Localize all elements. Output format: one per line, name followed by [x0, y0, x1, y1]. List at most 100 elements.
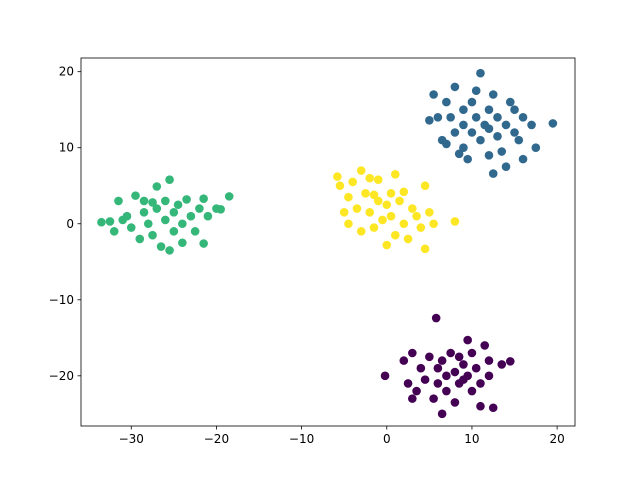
x-tick-label: 10 [464, 432, 479, 446]
scatter-point [369, 223, 379, 232]
scatter-point [365, 208, 375, 217]
scatter-point [488, 403, 498, 413]
scatter-point [339, 208, 349, 217]
scatter-point [471, 363, 481, 373]
scatter-point [199, 239, 208, 248]
scatter-point [425, 208, 434, 217]
scatter-point [348, 177, 358, 187]
scatter-point [488, 169, 498, 178]
scatter-point [373, 175, 383, 184]
scatter-point [169, 208, 179, 217]
scatter-point [467, 97, 477, 107]
scatter-point [416, 223, 426, 232]
x-tick-label: 0 [383, 432, 391, 446]
scatter-point [195, 204, 204, 213]
scatter-point [505, 97, 515, 107]
scatter-point [442, 97, 451, 107]
scatter-point [437, 356, 447, 365]
scatter-point [333, 172, 342, 181]
scatter-point [493, 113, 502, 122]
scatter-point [425, 352, 434, 362]
scatter-point [450, 367, 460, 377]
scatter-point [105, 217, 115, 226]
scatter-point [399, 356, 409, 365]
scatter-point [412, 386, 421, 396]
scatter-point [484, 151, 494, 160]
scatter-point [450, 217, 460, 226]
scatter-point [395, 196, 404, 206]
scatter-point [514, 135, 524, 145]
scatter-point [467, 348, 477, 358]
scatter-point [420, 375, 430, 384]
scatter-point [431, 313, 441, 323]
scatter-point [344, 192, 353, 202]
y-tick-label: 10 [59, 141, 74, 155]
y-tick-label: 20 [59, 65, 74, 79]
scatter-point [165, 175, 174, 184]
scatter-point [390, 230, 400, 240]
scatter-point [467, 128, 477, 137]
y-tick-label: −10 [49, 293, 74, 307]
scatter-point [399, 219, 409, 229]
scatter-point [510, 105, 519, 115]
y-tick-label: −20 [49, 369, 74, 383]
scatter-point [518, 154, 528, 164]
scatter-point [476, 135, 485, 145]
scatter-point [216, 205, 225, 214]
scatter-point [361, 189, 370, 198]
scatter-point [122, 211, 132, 221]
scatter-point [446, 113, 455, 122]
scatter-point [493, 132, 502, 141]
scatter-point [173, 200, 183, 210]
scatter-point [378, 215, 387, 225]
scatter-point [450, 128, 460, 137]
scatter-point [484, 124, 494, 134]
scatter-point [497, 147, 507, 156]
scatter-point [109, 227, 119, 236]
scatter-point [459, 360, 468, 369]
scatter-point [403, 379, 413, 388]
scatter-point [386, 211, 396, 221]
scatter-point [480, 341, 490, 350]
scatter-point [459, 143, 468, 153]
scatter-point [416, 363, 426, 373]
scatter-point [403, 234, 413, 244]
y-tick-label: 0 [66, 217, 74, 231]
scatter-point [114, 196, 123, 206]
scatter-point [182, 195, 191, 204]
scatter-point [169, 227, 179, 236]
scatter-point [510, 128, 519, 137]
scatter-point [178, 238, 187, 248]
scatter-point [429, 90, 438, 99]
scatter-point [139, 196, 149, 206]
scatter-point [420, 244, 430, 254]
scatter-point [476, 379, 485, 388]
scatter-point [161, 196, 170, 206]
scatter-point [143, 219, 153, 229]
scatter-point [126, 223, 136, 232]
scatter-point [408, 204, 417, 213]
scatter-point [380, 371, 390, 381]
scatter-point [463, 154, 472, 164]
scatter-point [186, 211, 196, 221]
scatter-point [344, 219, 353, 229]
scatter-point [433, 379, 443, 388]
scatter-point [165, 246, 174, 255]
scatter-point [454, 352, 464, 362]
scatter-point [390, 170, 400, 179]
scatter-point [97, 217, 106, 227]
scatter-point [382, 200, 392, 210]
scatter-point [476, 401, 485, 411]
scatter-point [412, 211, 421, 221]
scatter-point [148, 198, 157, 207]
scatter-point [386, 189, 396, 198]
scatter-point [471, 113, 481, 122]
scatter-point [454, 149, 464, 159]
x-tick-label: −20 [204, 432, 229, 446]
x-tick-label: −30 [119, 432, 144, 446]
scatter-point [152, 182, 162, 191]
scatter-point [476, 68, 485, 78]
scatter-point [135, 234, 145, 244]
scatter-point [548, 119, 558, 128]
